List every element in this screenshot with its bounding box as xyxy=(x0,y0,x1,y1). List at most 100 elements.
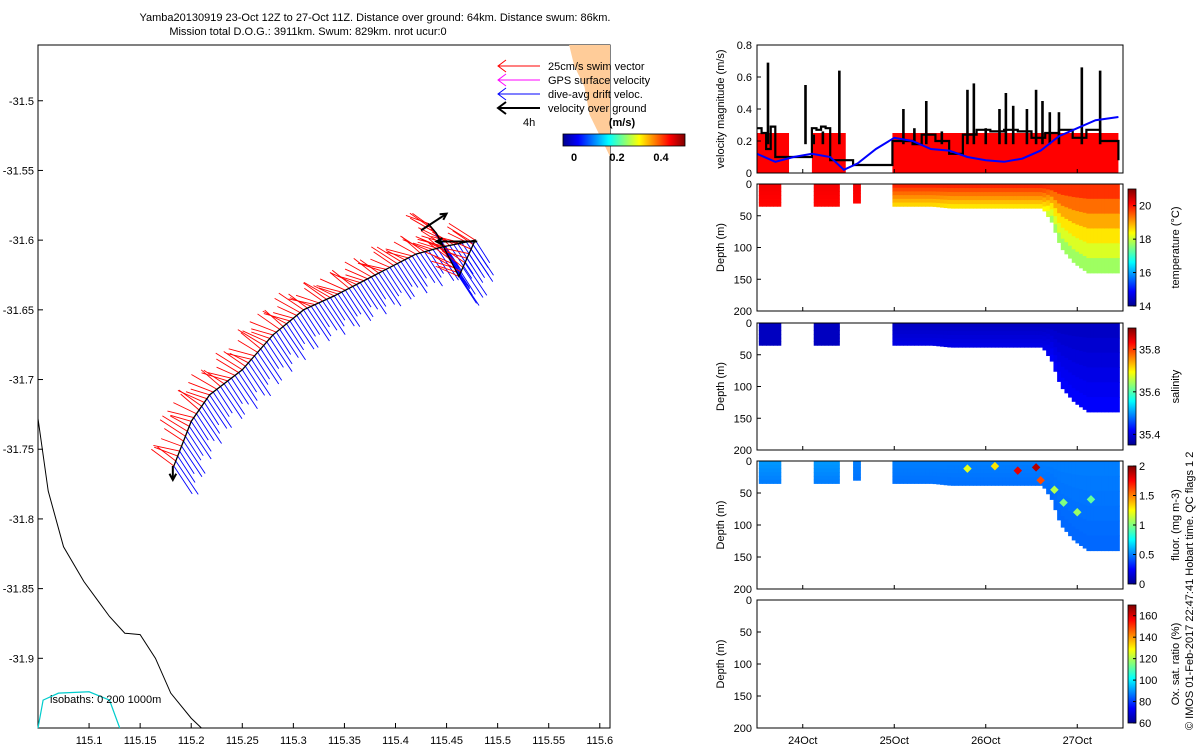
swim-vector xyxy=(417,238,444,247)
fluorescence-cell xyxy=(777,475,782,481)
salinity-cell xyxy=(758,330,763,335)
salinity-cell xyxy=(773,326,778,331)
temperature-cell xyxy=(1090,228,1095,244)
salinity-cell xyxy=(1016,323,1022,328)
fluorescence-cell xyxy=(769,461,774,466)
fluorescence-cell xyxy=(976,473,981,478)
ground-speed-line xyxy=(757,125,1120,167)
fluorescence-cell xyxy=(929,468,934,473)
salinity-cell xyxy=(762,330,767,335)
temperature-cell xyxy=(758,202,763,207)
temperature-cell xyxy=(1024,200,1029,205)
temperature-cell xyxy=(1112,258,1117,274)
temperature-cell xyxy=(958,192,963,197)
temperature-cell xyxy=(976,196,981,201)
fluorescence-colorbar-tick-label: 0.5 xyxy=(1139,550,1154,562)
salinity-cell xyxy=(892,337,897,343)
temperature-cell xyxy=(1002,200,1007,205)
temperature-cell xyxy=(943,199,948,205)
salinity-cell xyxy=(1020,327,1025,332)
salinity-cell xyxy=(1090,367,1095,383)
temperature-cell xyxy=(910,187,915,192)
fluorescence-cell xyxy=(899,475,904,481)
fluorescence-cell xyxy=(773,479,778,484)
fluorescence-cell xyxy=(914,479,919,484)
fluorescence-cell xyxy=(762,479,767,484)
swim-vector xyxy=(329,272,350,289)
map-x-tick-label: 115.35 xyxy=(328,735,361,747)
swim-vector xyxy=(412,213,432,228)
temperature-cell xyxy=(1042,201,1047,207)
temperature-cell xyxy=(910,202,915,207)
temperature-cell xyxy=(1027,200,1032,205)
swim-vector xyxy=(303,281,331,299)
temperature-cell xyxy=(1079,211,1084,227)
temperature-cell xyxy=(824,187,829,192)
temperature-cell xyxy=(1101,228,1106,244)
temperature-cell xyxy=(762,198,767,204)
fluorescence-cell xyxy=(1104,505,1109,522)
temperature-cell xyxy=(998,184,1003,189)
salinity-cell xyxy=(1108,367,1113,383)
fluorescence-cell xyxy=(817,479,822,484)
temperature-cell xyxy=(932,184,937,189)
swim-vector xyxy=(251,328,274,336)
temperature-cell xyxy=(1064,242,1069,255)
drift-vector xyxy=(348,288,372,321)
temperature-cell xyxy=(1057,203,1062,214)
salinity-cell xyxy=(1049,354,1054,362)
temperature-cell xyxy=(1112,198,1117,215)
salinity-cell xyxy=(813,341,818,346)
fluorescence-cell xyxy=(1009,469,1014,474)
drift-vector xyxy=(310,306,332,337)
fluorescence-cell xyxy=(947,477,952,482)
temperature-cell xyxy=(1068,184,1073,197)
salinity-cell xyxy=(925,337,930,343)
map-colorbar-tick-1: 0.2 xyxy=(609,152,624,164)
fluorescence-cell xyxy=(835,472,840,477)
fluorescence-cell xyxy=(1016,461,1022,466)
salinity-cell xyxy=(998,339,1003,344)
salinity-cell xyxy=(1090,397,1095,413)
temperature-cell xyxy=(1104,228,1109,244)
temperature-cell xyxy=(980,200,985,205)
swim-vector xyxy=(274,297,301,314)
temperature-cell xyxy=(1101,198,1106,215)
temperature-cell xyxy=(762,187,767,192)
temperature-cell xyxy=(925,184,930,189)
salinity-cell xyxy=(980,335,985,340)
salinity-cell xyxy=(1082,323,1087,338)
swim-vector xyxy=(185,391,208,400)
temperature-cell xyxy=(1053,200,1058,209)
fluorescence-cell xyxy=(777,479,782,484)
fluorescence-cell xyxy=(1060,483,1065,495)
fluorescence-cell xyxy=(896,472,901,477)
fluorescence-cell xyxy=(832,461,837,466)
ground-velocity-arrowhead xyxy=(434,237,443,246)
temperature-cell xyxy=(976,192,981,197)
temperature-cell xyxy=(1104,198,1109,215)
header-line-1: Yamba20130919 23-Oct 12Z to 27-Oct 11Z. … xyxy=(140,12,611,24)
salinity-cell xyxy=(1112,397,1117,413)
salinity-cell xyxy=(821,337,826,343)
temperature-cell xyxy=(1071,197,1076,211)
temperature-cell xyxy=(1024,196,1029,201)
fluorescence-cell xyxy=(1064,507,1069,521)
temperature-cell xyxy=(972,196,978,201)
swim-vector xyxy=(336,275,361,284)
temperature-cell xyxy=(983,204,989,209)
map-colorbar-title: (m/s) xyxy=(609,117,636,129)
fluorescence-cell xyxy=(773,475,778,481)
swim-vector xyxy=(303,282,327,300)
salinity-cell xyxy=(914,330,919,335)
salinity-cell xyxy=(1086,382,1091,398)
fluorescence-cell xyxy=(998,477,1003,482)
ground-velocity-arrow xyxy=(420,212,448,232)
fluorescence-cell xyxy=(773,464,778,469)
temperature-cell xyxy=(961,192,967,197)
temperature-y-tick-label: 150 xyxy=(734,274,752,286)
salinity-cell xyxy=(1049,348,1054,356)
temperature-cell xyxy=(1086,213,1091,229)
fluorescence-cell xyxy=(817,461,822,466)
